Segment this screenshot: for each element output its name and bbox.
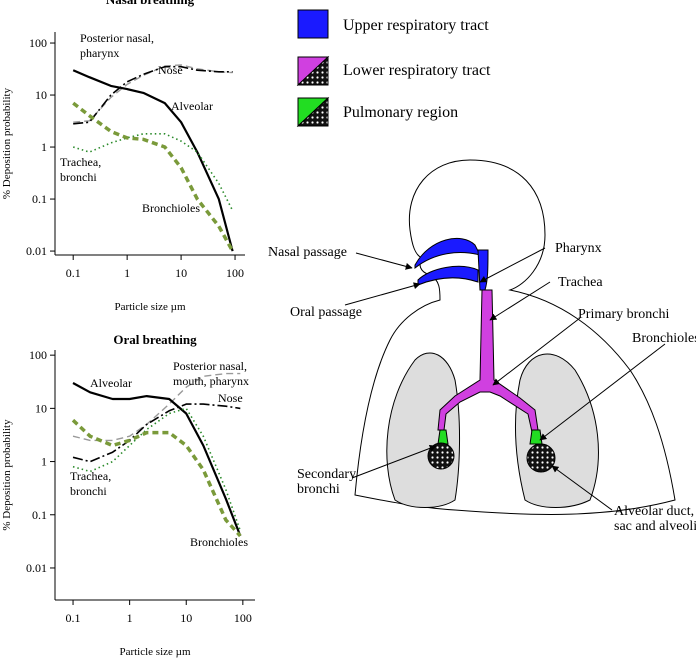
series-label: Posterior nasal,: [80, 31, 154, 45]
series-label: Alveolar: [171, 99, 213, 113]
y-tick-label: 1: [41, 140, 47, 154]
series-label: Trachea,: [60, 155, 101, 169]
y-tick-label: 0.01: [26, 244, 47, 258]
chart-title: Nasal breathing: [106, 0, 195, 7]
y-tick-label: 10: [35, 88, 47, 102]
x-tick-label: 0.1: [66, 611, 81, 625]
series-line: [72, 101, 235, 252]
series-label: bronchi: [60, 170, 97, 184]
y-tick-label: 0.1: [32, 192, 47, 206]
series-line: [71, 418, 242, 538]
series-label: Nose: [218, 391, 243, 405]
diagram-label: sac and alveoli: [614, 519, 696, 534]
x-tick-label: 100: [226, 266, 244, 280]
y-tick-label: 100: [29, 36, 47, 50]
diagram-label: Primary bronchi: [578, 307, 669, 322]
y-axis-label: % Deposition probability: [1, 419, 13, 531]
y-tick-label: 0.1: [32, 508, 47, 522]
y-tick-label: 0.01: [26, 561, 47, 575]
series-label: Trachea,: [70, 469, 111, 483]
x-tick-label: 0.1: [66, 266, 81, 280]
x-tick-label: 1: [127, 611, 133, 625]
diagram-label: Oral passage: [290, 305, 362, 320]
x-tick-label: 1: [124, 266, 130, 280]
series-label: Alveolar: [90, 376, 132, 390]
diagram-label: Bronchioles: [632, 331, 696, 346]
series-label: Nose: [158, 63, 183, 77]
y-tick-label: 100: [29, 348, 47, 362]
series-label: bronchi: [70, 484, 107, 498]
legend-icons: [296, 9, 330, 128]
series-label: Posterior nasal,: [173, 359, 247, 373]
body-diagram: [354, 159, 676, 515]
diagram-label: Trachea: [558, 275, 603, 290]
x-tick-label: 100: [234, 611, 252, 625]
diagram-label: Secondary: [297, 467, 356, 482]
series-label: Bronchioles: [190, 535, 248, 549]
series-line: [73, 64, 233, 123]
series-label: mouth, pharynx: [173, 374, 249, 388]
y-axis-label: % Deposition probability: [1, 87, 13, 199]
legend-label: Upper respiratory tract: [343, 17, 489, 34]
x-tick-label: 10: [175, 266, 187, 280]
series-line: [72, 403, 241, 463]
series-line: [73, 65, 233, 125]
legend-label: Pulmonary region: [343, 104, 458, 121]
legend-label: Lower respiratory tract: [343, 62, 491, 79]
x-tick-label: 10: [180, 611, 192, 625]
diagram-label: Nasal passage: [268, 245, 347, 260]
series-line: [72, 133, 234, 211]
series-label: Bronchioles: [142, 201, 200, 215]
diagram-arrows: [344, 247, 666, 511]
diagram-label: Pharynx: [555, 241, 602, 256]
diagram-label: bronchi: [297, 482, 340, 497]
chart-title: Oral breathing: [113, 332, 197, 347]
y-tick-label: 1: [41, 455, 47, 469]
series-line: [72, 382, 242, 537]
x-axis-label: Particle size µm: [119, 646, 191, 658]
x-axis-label: Particle size µm: [114, 301, 186, 313]
series-label: pharynx: [80, 46, 119, 60]
y-tick-label: 10: [35, 401, 47, 415]
series-line: [72, 69, 234, 252]
diagram-label: Alveolar duct,: [614, 504, 694, 519]
